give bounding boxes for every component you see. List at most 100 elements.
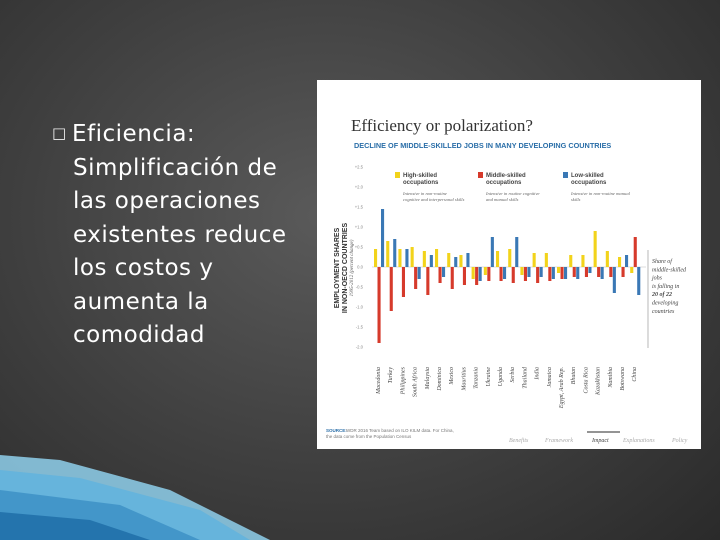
bullet-text-line7: comodidad: [73, 322, 205, 348]
annotation-text: jobs: [651, 276, 663, 282]
legend-desc: Intensive in non-routine manual: [570, 191, 631, 196]
x-tick-label: Malaysia: [425, 367, 431, 390]
legend-label: occupations: [486, 180, 522, 186]
legend-label: occupations: [403, 180, 439, 186]
chart-bar: [442, 267, 446, 277]
chart-bar: [447, 253, 451, 267]
chart-bar: [422, 251, 426, 267]
x-tick-label: Macedonia: [376, 367, 382, 395]
chart-bar: [605, 251, 609, 267]
y-tick-label: +2.0: [355, 185, 364, 190]
chart-bar: [386, 241, 390, 267]
annotation-text: 20 of 22: [651, 292, 672, 298]
chart-subtitle: DECLINE OF MIDDLE-SKILLED JOBS IN MANY D…: [354, 141, 611, 150]
chart-bar: [429, 255, 433, 267]
nav-tab[interactable]: Framework: [544, 438, 573, 444]
x-tick-label: China: [632, 367, 638, 382]
chart-bar: [576, 267, 580, 279]
legend-label: occupations: [571, 180, 607, 186]
y-axis-sublabel: 1995-2012 (percent change): [350, 239, 355, 296]
bullet-text-line2: Simplificación de: [73, 154, 278, 181]
chart-bar: [508, 249, 512, 267]
chart-bar: [426, 267, 430, 295]
bullet-item: □ Eficiencia:: [52, 118, 322, 152]
y-axis-label: EMPLOYMENT SHARES: [334, 227, 341, 308]
source-text-2: the data come from the Population Census: [326, 434, 412, 439]
x-tick-label: Thailand: [522, 366, 528, 389]
chart-bar: [483, 267, 487, 275]
chart-bar: [597, 267, 601, 277]
y-tick-label: +1.5: [355, 205, 364, 210]
bullet-text-line4: existentes reduce: [73, 221, 287, 248]
chart-bar: [630, 267, 634, 273]
legend-swatch: [395, 172, 400, 178]
chart-bar: [618, 257, 622, 267]
nav-tab[interactable]: Policy: [671, 438, 688, 444]
nav-tab[interactable]: Explanations: [622, 438, 655, 444]
y-tick-label: +0.5: [355, 245, 364, 250]
chart-bar: [496, 251, 500, 267]
bullet-text-line1: Eficiencia:: [72, 121, 196, 147]
chart-bar: [600, 267, 604, 279]
chart-title: Efficiency or polarization?: [351, 116, 533, 135]
y-tick-label: -1.0: [356, 305, 364, 310]
chart-bar: [548, 267, 552, 281]
legend-label: High-skilled: [403, 173, 437, 179]
legend-swatch: [478, 172, 483, 178]
chart-bar: [462, 267, 466, 285]
x-tick-label: Serbia: [510, 367, 516, 383]
legend-desc: skills: [571, 197, 581, 202]
chart-bar: [374, 249, 378, 267]
y-tick-label: -0.5: [356, 285, 364, 290]
nav-tab[interactable]: Benefits: [509, 437, 529, 444]
chart-bar: [471, 267, 475, 279]
chart-bar: [511, 267, 515, 283]
chart-bar: [401, 267, 405, 297]
annotation-text: is falling in: [652, 283, 679, 290]
chart-bar: [478, 267, 482, 281]
chart-bar: [633, 237, 637, 267]
chart-bar: [389, 267, 393, 311]
chart-bar: [557, 267, 561, 273]
chart-figure: Efficiency or polarization? DECLINE OF M…: [326, 116, 688, 444]
box-bullet-icon: □: [52, 124, 67, 142]
chart-bar: [523, 267, 527, 281]
chart-bar: [593, 231, 597, 267]
x-tick-label: Turkey: [388, 367, 394, 384]
legend-label: Low-skilled: [571, 173, 604, 179]
chart-bar: [414, 267, 418, 289]
x-tick-label: Ukraine: [486, 367, 492, 387]
x-tick-label: Costa Rica: [583, 367, 589, 394]
chart-bar: [621, 267, 625, 277]
chart-bar: [438, 267, 442, 283]
chart-bar: [381, 209, 385, 267]
y-axis-label: IN NON-OECD COUNTRIES: [342, 223, 349, 314]
y-tick-label: +2.5: [355, 165, 364, 170]
nav-tab[interactable]: Impact: [591, 438, 609, 444]
bullet-text-line6: aumenta la: [73, 288, 209, 315]
chart-bar: [435, 249, 439, 267]
chart-bar: [539, 267, 543, 277]
chart-bar: [499, 267, 503, 281]
chart-bar: [515, 237, 519, 267]
x-tick-label: India: [535, 367, 541, 381]
x-tick-label: Mauritius: [461, 366, 467, 391]
x-tick-label: Botswana: [620, 367, 626, 391]
legend-desc: Intensive in non-routine: [402, 191, 447, 196]
x-tick-label: Uganda: [498, 367, 504, 386]
chart-bar: [459, 255, 463, 267]
bullet-list: □ Eficiencia: Simplificación de las oper…: [52, 118, 322, 353]
annotation-text: developing: [652, 301, 678, 307]
source-text: WDR 2016 Team based on ILO KILM data. Fo…: [346, 428, 454, 433]
x-tick-label: Mexico: [449, 367, 455, 386]
chart-bar: [609, 267, 613, 277]
chart-bar: [520, 267, 524, 275]
chart-bar: [625, 255, 629, 267]
source-label: SOURCE:: [326, 428, 347, 433]
annotation-text: Share of: [652, 258, 673, 265]
chart-bar: [393, 239, 397, 267]
chart-bar: [560, 267, 564, 279]
chart-bar: [551, 267, 555, 279]
chart-bar: [405, 249, 409, 267]
